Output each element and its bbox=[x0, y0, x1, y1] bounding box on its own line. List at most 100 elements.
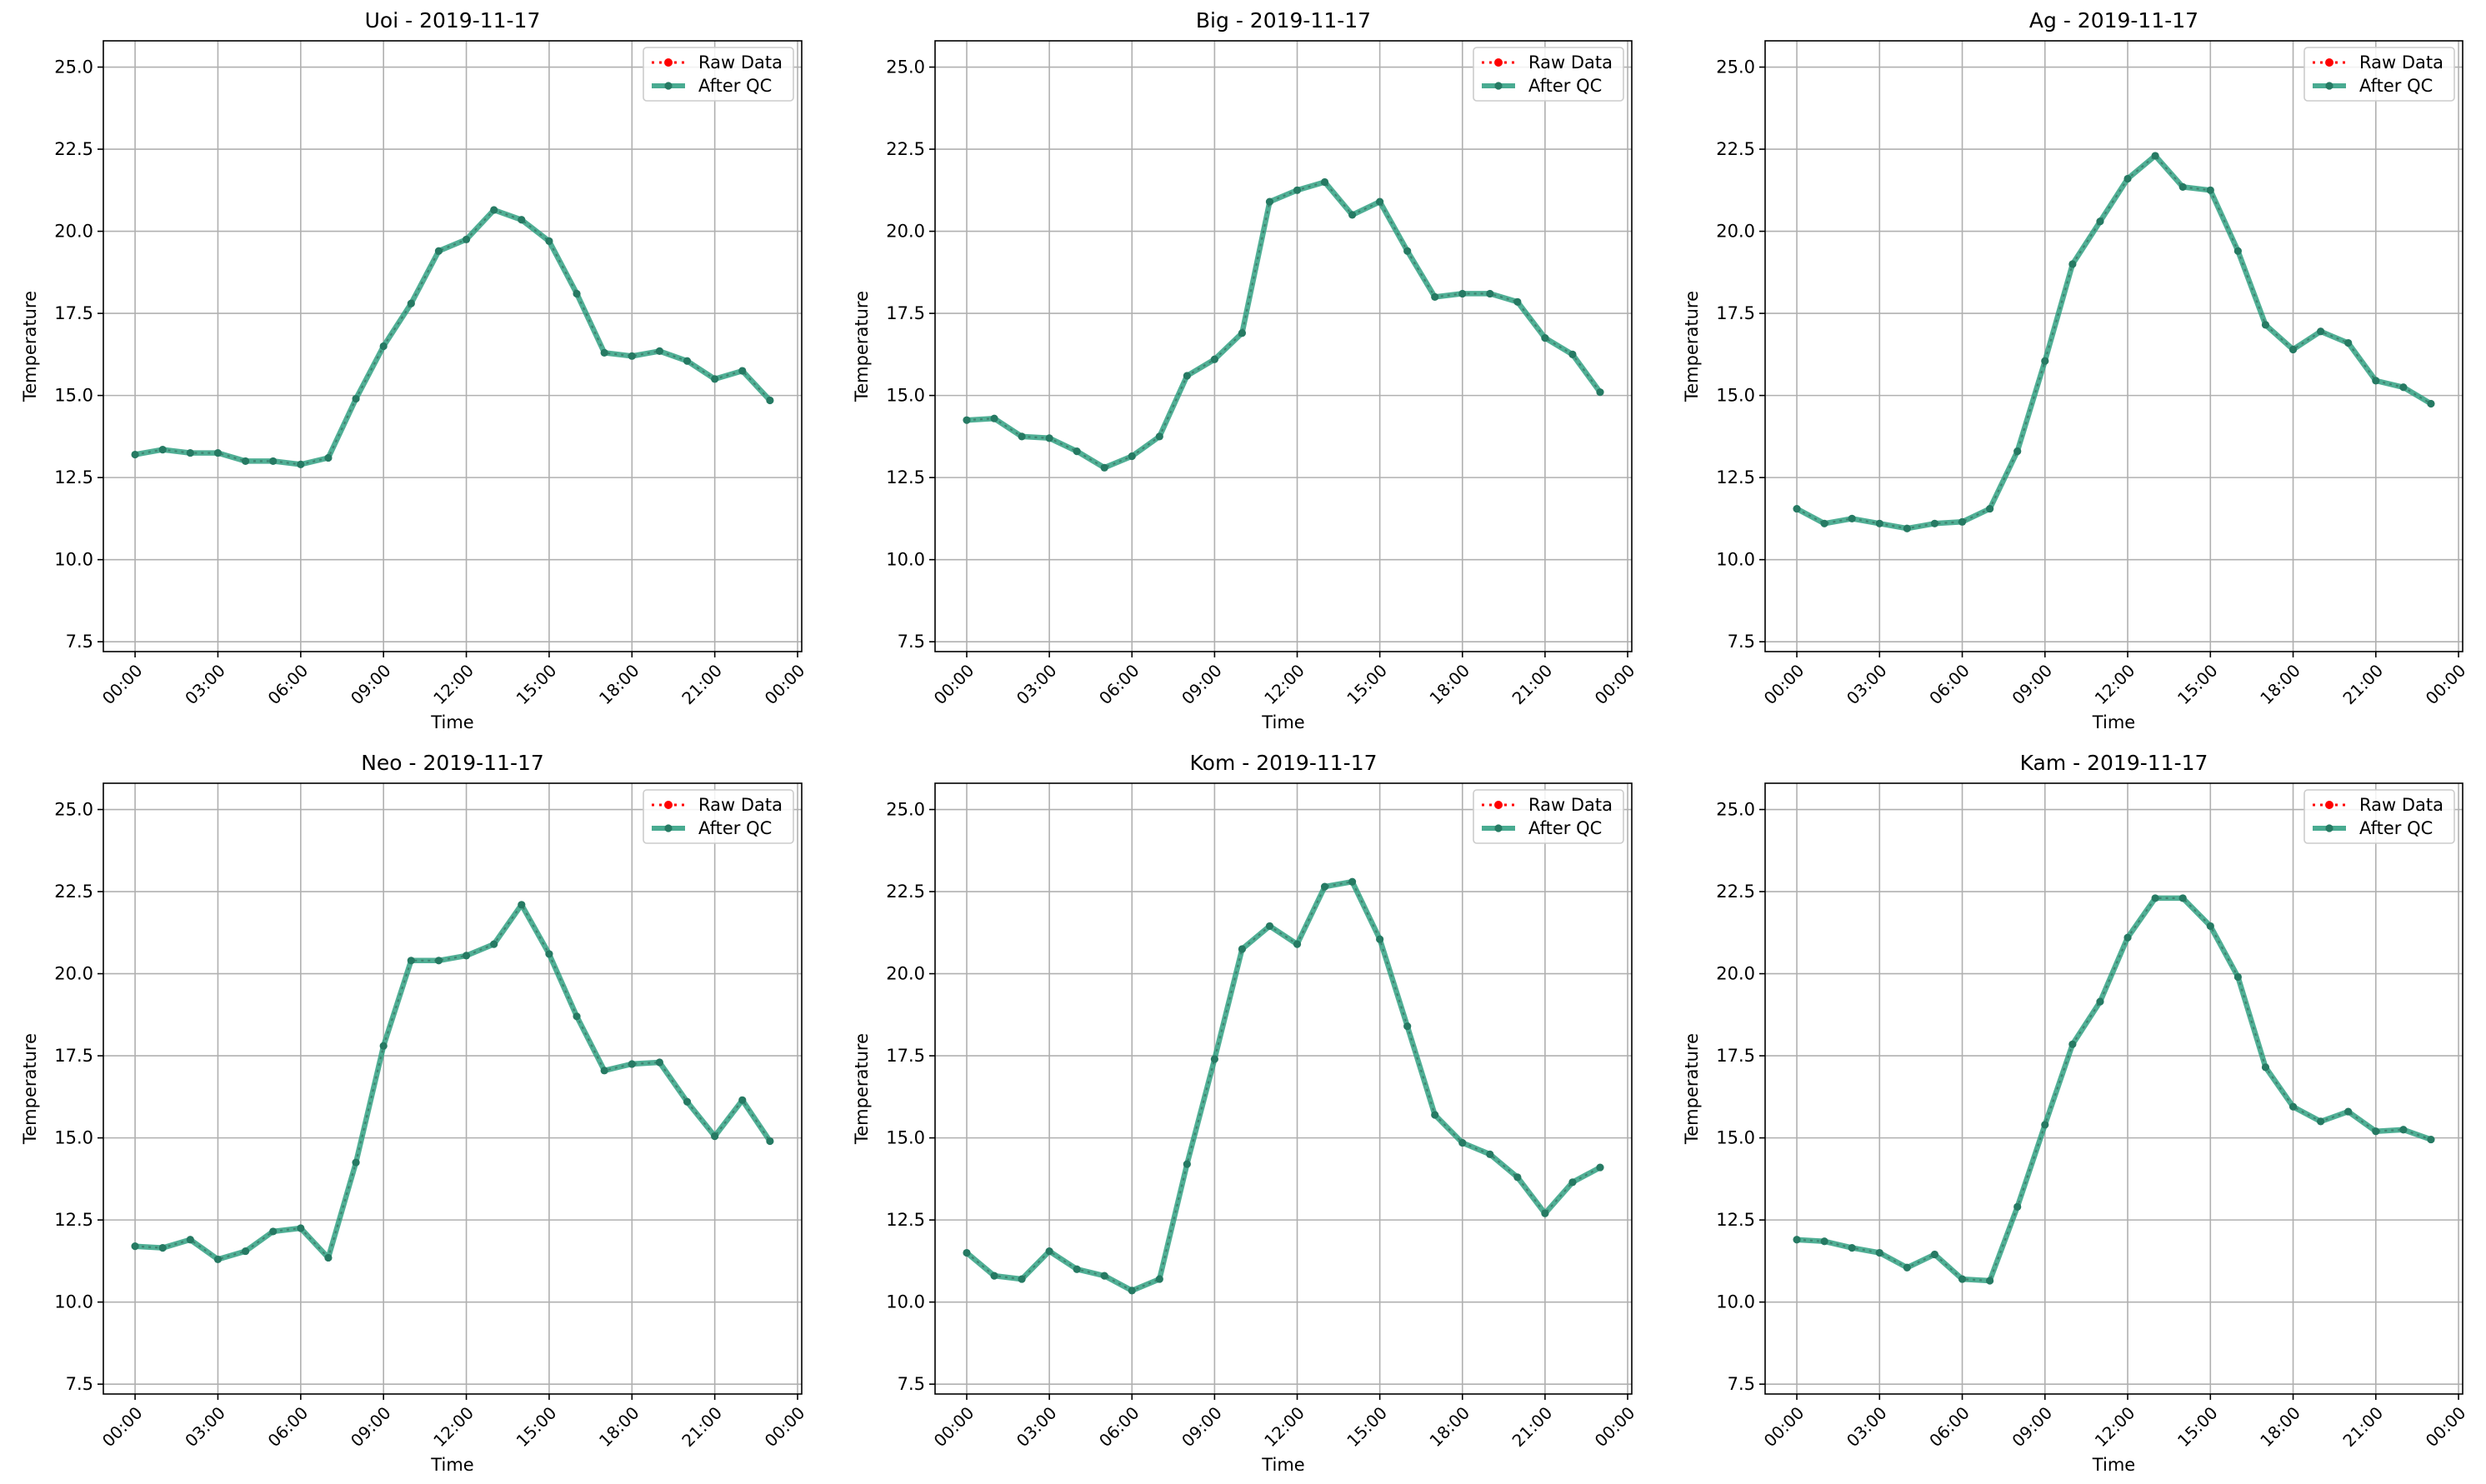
after-qc-point bbox=[1820, 1237, 1828, 1246]
after-qc-point bbox=[490, 940, 498, 948]
x-tick-label: 15:00 bbox=[513, 660, 561, 708]
legend-raw-label: Raw Data bbox=[1528, 52, 1613, 72]
after-qc-point bbox=[600, 1067, 608, 1075]
legend-raw-marker bbox=[664, 801, 673, 809]
legend-qc-label: After QC bbox=[698, 818, 772, 838]
x-tick-label: 00:00 bbox=[98, 660, 147, 708]
x-tick-label: 00:00 bbox=[1760, 1402, 1808, 1451]
legend-raw-label: Raw Data bbox=[2359, 795, 2443, 815]
y-tick-label: 22.5 bbox=[54, 882, 93, 902]
x-tick-label: 00:00 bbox=[930, 660, 978, 708]
x-tick-label: 06:00 bbox=[1095, 1402, 1143, 1451]
legend-raw-label: Raw Data bbox=[2359, 52, 2443, 72]
after-qc-point bbox=[1293, 186, 1302, 194]
x-tick-label: 09:00 bbox=[2008, 1402, 2056, 1451]
after-qc-point bbox=[2288, 1102, 2298, 1111]
y-tick-label: 22.5 bbox=[886, 882, 925, 902]
after-qc-point bbox=[131, 1242, 139, 1251]
y-tick-label: 22.5 bbox=[54, 139, 93, 159]
after-qc-point bbox=[1541, 1209, 1549, 1217]
after-qc-point bbox=[1073, 1265, 1081, 1273]
after-qc-point bbox=[683, 357, 692, 365]
after-qc-point bbox=[1128, 452, 1136, 461]
chart-panel-6: 00:00 03:00 06:00 09:00 12:00 15:00 18:00 21:00… bbox=[1682, 751, 2469, 1475]
legend-raw-marker bbox=[2325, 801, 2333, 809]
x-axis-label: Time bbox=[1261, 712, 1304, 732]
y-axis-label: Temperature bbox=[20, 1033, 40, 1145]
legend: Raw Data After QC bbox=[1473, 47, 1624, 102]
y-tick-label: 25.0 bbox=[54, 800, 93, 820]
axes-frame bbox=[934, 40, 1633, 652]
axes-frame bbox=[1764, 782, 2463, 1395]
after-qc-point bbox=[2041, 1121, 2049, 1129]
after-qc-point bbox=[963, 1248, 971, 1257]
after-qc-point bbox=[2096, 217, 2104, 226]
after-qc-point bbox=[213, 448, 223, 457]
after-qc-point bbox=[1986, 1277, 1994, 1285]
after-qc-point bbox=[269, 1227, 278, 1236]
after-qc-point bbox=[1848, 514, 1856, 522]
x-tick-label: 09:00 bbox=[2008, 660, 2056, 708]
y-tick-label: 15.0 bbox=[1716, 1128, 1755, 1148]
after-qc-point bbox=[573, 289, 581, 298]
after-qc-point bbox=[518, 216, 526, 224]
x-tick-label: 06:00 bbox=[1925, 1402, 1973, 1451]
chart-title: Uoi - 2019-11-17 bbox=[365, 8, 541, 32]
y-tick-label: 25.0 bbox=[1716, 800, 1755, 820]
after-qc-point bbox=[434, 247, 443, 255]
x-tick-label: 00:00 bbox=[2422, 1402, 2470, 1451]
y-tick-label: 22.5 bbox=[1716, 139, 1755, 159]
x-tick-label: 03:00 bbox=[1843, 1402, 1891, 1451]
after-qc-point bbox=[1958, 517, 1967, 526]
after-qc-point bbox=[2123, 933, 2132, 942]
y-tick-label: 20.0 bbox=[886, 964, 925, 984]
after-qc-point bbox=[1848, 1244, 1856, 1252]
y-tick-label: 7.5 bbox=[898, 1374, 925, 1394]
chart-title: Ag - 2019-11-17 bbox=[2029, 8, 2198, 32]
y-tick-label: 22.5 bbox=[1716, 882, 1755, 902]
legend-qc-label: After QC bbox=[2359, 818, 2433, 838]
after-qc-point bbox=[407, 299, 415, 307]
after-qc-point bbox=[1458, 1138, 1467, 1147]
legend: Raw Data After QC bbox=[643, 789, 794, 844]
legend-qc-marker bbox=[664, 824, 673, 832]
x-tick-label: 00:00 bbox=[930, 1402, 978, 1451]
y-axis-label: Temperature bbox=[1682, 291, 1702, 402]
after-qc-series-line bbox=[132, 207, 773, 467]
after-qc-point bbox=[1431, 1111, 1439, 1119]
x-tick-label: 00:00 bbox=[98, 1402, 147, 1451]
after-qc-point bbox=[352, 1158, 360, 1167]
y-tick-label: 25.0 bbox=[886, 57, 925, 77]
y-tick-label: 7.5 bbox=[898, 632, 925, 652]
after-qc-point bbox=[2233, 972, 2242, 982]
x-tick-label: 15:00 bbox=[2173, 1402, 2222, 1451]
x-tick-label: 12:00 bbox=[429, 660, 478, 708]
after-qc-series-line bbox=[1793, 152, 2434, 532]
x-tick-label: 21:00 bbox=[678, 660, 726, 708]
y-tick-label: 12.5 bbox=[1716, 467, 1755, 487]
after-qc-point bbox=[545, 237, 553, 245]
chart-panel-5: 00:00 03:00 06:00 09:00 12:00 15:00 18:00 21:00… bbox=[852, 751, 1638, 1475]
after-qc-point bbox=[1238, 945, 1247, 953]
after-qc-point bbox=[711, 1132, 719, 1141]
x-tick-label: 00:00 bbox=[1760, 660, 1808, 708]
y-tick-label: 20.0 bbox=[1716, 964, 1755, 984]
after-qc-point bbox=[2151, 894, 2159, 902]
after-qc-point bbox=[1903, 1263, 1911, 1272]
raw-data-series-line bbox=[1796, 897, 2432, 1282]
x-tick-label: 09:00 bbox=[1178, 1402, 1226, 1451]
raw-data-series-line bbox=[135, 902, 771, 1261]
x-tick-label: 18:00 bbox=[1425, 1402, 1473, 1451]
after-qc-series-line bbox=[963, 179, 1603, 471]
after-qc-point bbox=[1568, 350, 1577, 358]
y-tick-label: 12.5 bbox=[1716, 1210, 1755, 1230]
after-qc-point bbox=[1793, 1236, 1801, 1244]
y-tick-label: 17.5 bbox=[886, 303, 925, 323]
after-qc-point bbox=[1486, 289, 1494, 298]
after-qc-point bbox=[2288, 345, 2298, 354]
y-tick-label: 12.5 bbox=[886, 1210, 925, 1230]
chart-panel-1: 00:00 03:00 06:00 09:00 12:00 15:00 18:00 21:00… bbox=[20, 8, 808, 732]
after-qc-point bbox=[241, 1247, 250, 1256]
after-qc-point bbox=[1820, 519, 1828, 527]
